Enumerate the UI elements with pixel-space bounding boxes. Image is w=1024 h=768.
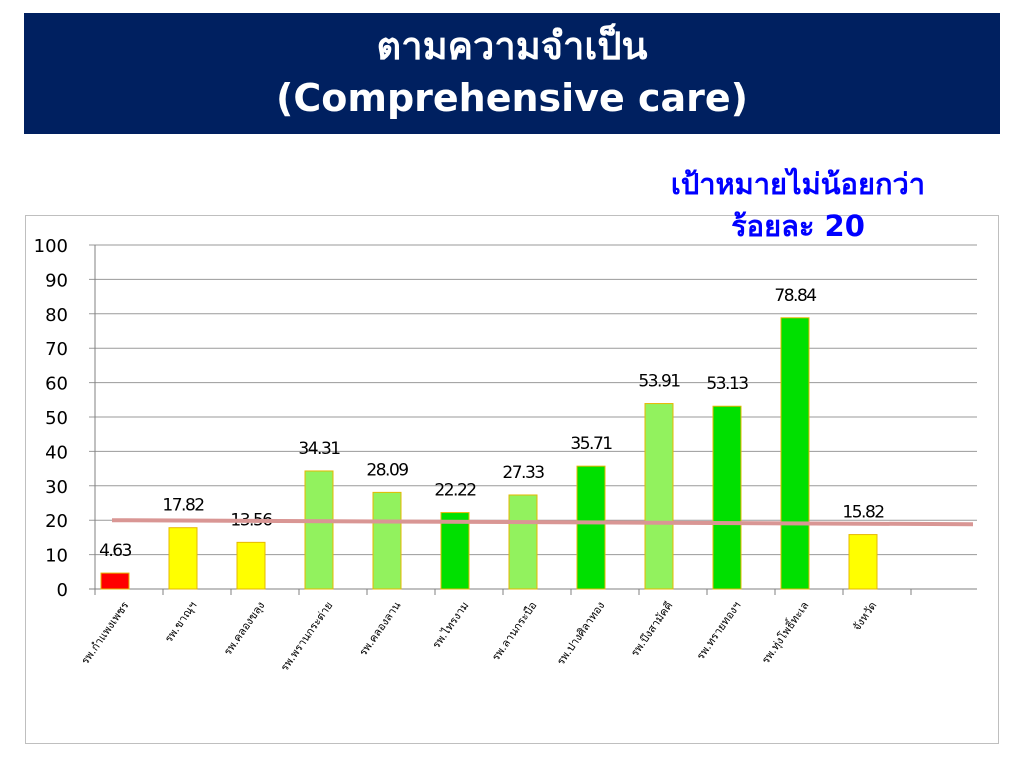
category-label: รพ.บึงสามัคคี: [628, 599, 675, 659]
category-label: รพ.ขาณุฯ: [162, 599, 199, 645]
value-label: 34.31: [298, 439, 340, 459]
y-tick-label: 50: [45, 408, 68, 429]
bar: [576, 465, 606, 590]
value-label: 15.82: [842, 503, 884, 523]
target-annotation-line1: เป้าหมายไม่น้อยกว่า: [670, 167, 926, 201]
value-label: 22.22: [434, 481, 476, 501]
category-label: รพ.ทรายทองฯ: [694, 599, 744, 662]
title-thai: ตามความจำเป็น: [376, 24, 648, 68]
target-line: [111, 518, 974, 527]
value-label: 4.63: [99, 541, 132, 561]
title-english: (Comprehensive care): [275, 76, 748, 120]
value-label: 53.91: [638, 372, 680, 392]
category-label: รพ.ไทรงาม: [430, 599, 472, 651]
value-label: 53.13: [706, 374, 748, 394]
chart-frame: [25, 215, 999, 744]
category-label: รพ.ปางศิลาทอง: [554, 599, 607, 667]
title-banner: ตามความจำเป็น (Comprehensive care): [24, 13, 1000, 134]
value-label: 27.33: [502, 463, 544, 483]
y-tick-label: 70: [45, 339, 68, 360]
category-label: รพ.พรานกระต่าย: [278, 599, 336, 673]
bar: [168, 527, 198, 590]
target-annotation-line2: ร้อยละ 20: [731, 209, 865, 243]
y-tick-label: 40: [45, 442, 68, 463]
y-tick-label: 60: [45, 374, 68, 395]
category-label: รพ.ลานกระบือ: [489, 599, 539, 663]
bar: [712, 405, 742, 590]
target-annotation: เป้าหมายไม่น้อยกว่า ร้อยละ 20: [588, 163, 1008, 247]
bar: [440, 512, 470, 590]
bar: [848, 534, 878, 590]
bar: [100, 572, 130, 590]
y-tick-label: 10: [45, 546, 68, 567]
y-tick-label: 80: [45, 305, 68, 326]
y-tick-label: 20: [45, 511, 68, 532]
category-label: จังหวัด: [850, 599, 879, 633]
category-label: รพ.ทุ่งโพธิ์ทะเล: [757, 598, 811, 666]
value-label: 28.09: [366, 460, 408, 480]
value-label: 35.71: [570, 434, 612, 454]
bar: [372, 491, 402, 590]
value-label: 17.82: [162, 496, 204, 516]
category-label: รพ.คลองขลุง: [221, 599, 267, 658]
bar: [644, 403, 674, 590]
category-label: รพ.คลองลาน: [357, 599, 404, 659]
category-label: รพ.กำแพงเพชร: [79, 599, 132, 667]
y-tick-label: 0: [57, 580, 68, 601]
value-label: 78.84: [774, 286, 816, 306]
y-tick-label: 100: [34, 236, 68, 257]
bar: [236, 541, 266, 590]
bar: [780, 317, 810, 590]
bar: [304, 470, 334, 590]
y-tick-label: 90: [45, 270, 68, 291]
y-tick-label: 30: [45, 477, 68, 498]
bar: [508, 494, 538, 590]
